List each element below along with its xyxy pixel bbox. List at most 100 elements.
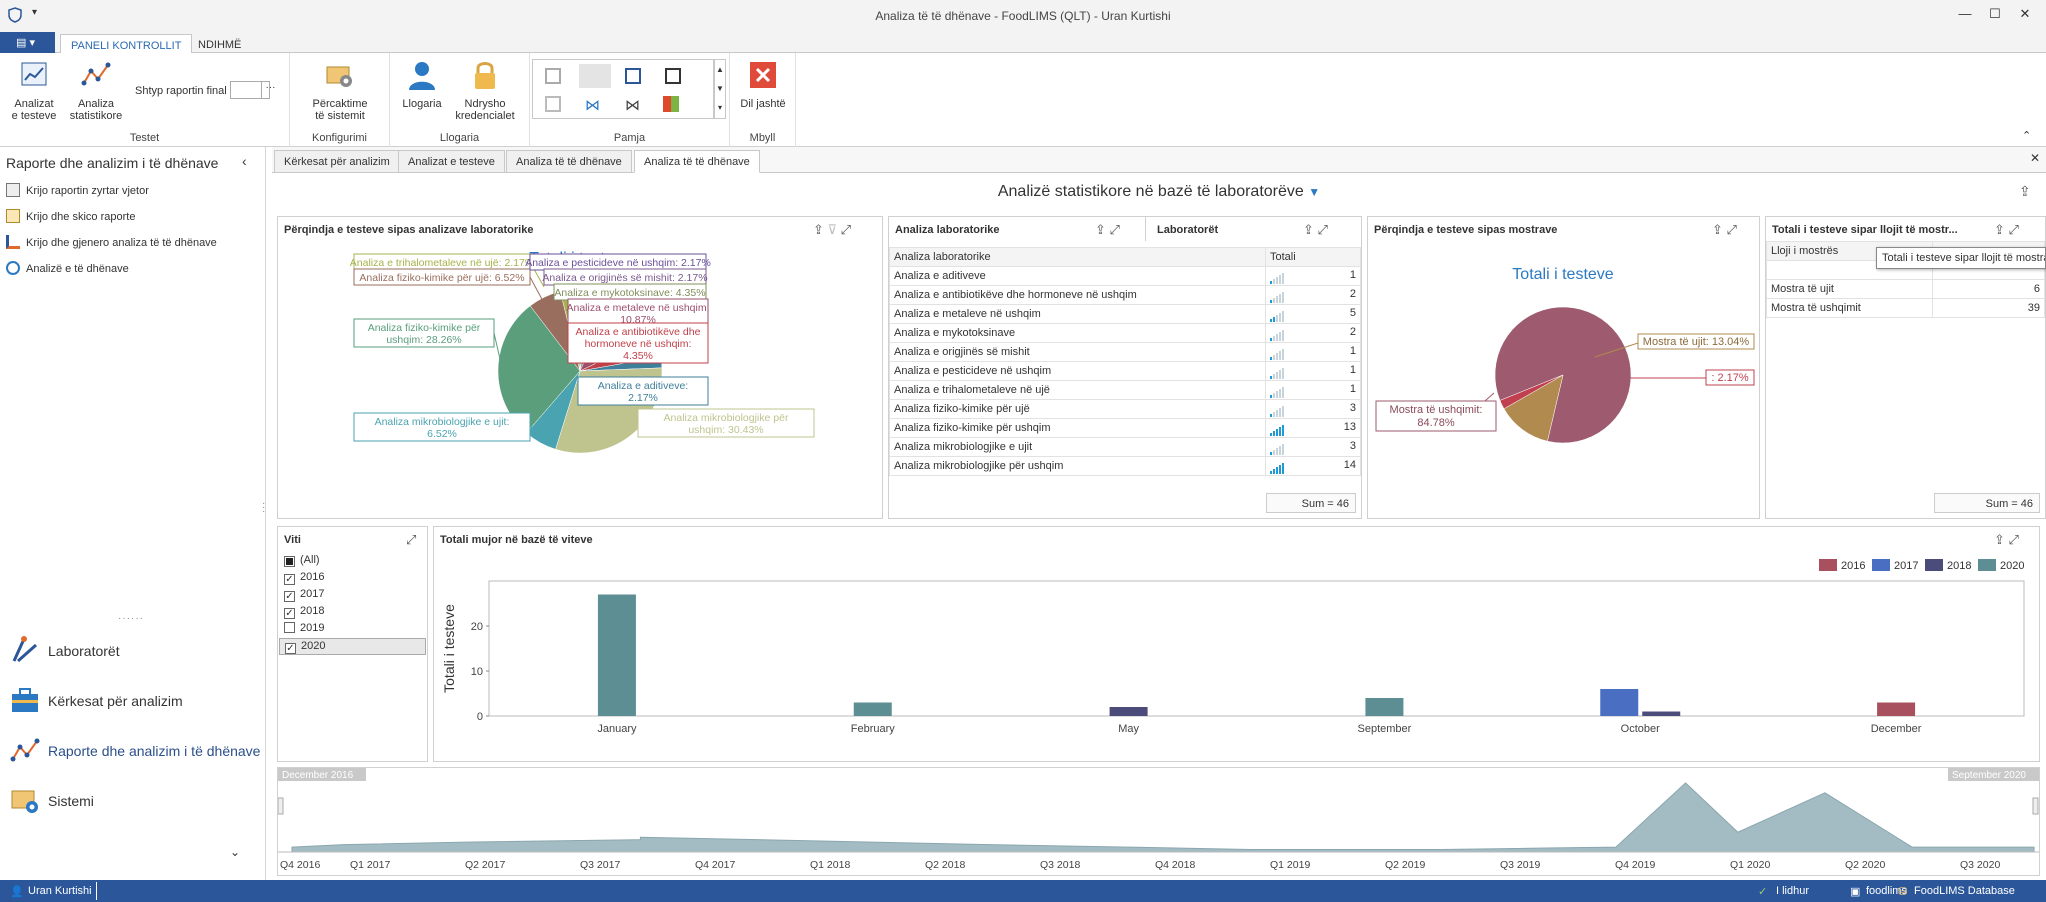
tab-ndihme[interactable]: NDIHMË	[198, 39, 242, 51]
analiza-statistikore-button[interactable]: Analiza statistikore	[68, 59, 124, 122]
bignav-sistemi[interactable]: Sistemi	[10, 783, 94, 819]
dark-theme-icon[interactable]	[665, 68, 681, 84]
pie-slice[interactable]	[1503, 374, 1564, 442]
year-checkbox[interactable]: ✓	[285, 643, 296, 654]
blue-theme-icon[interactable]	[625, 68, 641, 84]
maximize-icon[interactable]: ⤢	[1317, 222, 1328, 237]
print-final-browse-button[interactable]: ···	[261, 82, 279, 98]
doctab-analiza-2[interactable]: Analiza të të dhënave	[634, 150, 760, 173]
year-item-5[interactable]: ✓ 2020	[279, 638, 426, 655]
office-theme-icon[interactable]	[545, 68, 561, 84]
maximize-icon[interactable]: ⤢	[840, 222, 852, 237]
filter-icon[interactable]: ▼	[1308, 185, 1321, 199]
range-right-handle[interactable]	[2032, 797, 2039, 815]
table-row[interactable]: Mostra të ushqimit 39	[1766, 298, 2045, 318]
maximize-icon[interactable]: ⤢	[1109, 222, 1120, 237]
nav-analize-e-te-dhenave[interactable]: Analizë e të dhënave	[6, 259, 129, 279]
maximize-icon[interactable]: ⤢	[406, 532, 417, 547]
table-row[interactable]: Analiza e pesticideve në ushqim 1	[889, 361, 1361, 381]
office2016-theme-icon[interactable]	[545, 96, 561, 112]
maximize-icon[interactable]: ⤢	[1726, 222, 1737, 237]
table-row[interactable]: Analiza e mykotoksinave 2	[889, 323, 1361, 343]
bar-2016-December[interactable]	[1877, 702, 1916, 717]
splitter-handle[interactable]: ······	[118, 613, 144, 624]
bar-2020-February[interactable]	[853, 702, 892, 717]
table-row[interactable]: Analiza fiziko-kimike për ushqim 13	[889, 418, 1361, 438]
table-row[interactable]: Analiza fiziko-kimike për ujë 3	[889, 399, 1361, 419]
file-menu-button[interactable]: ▤ ▾	[0, 32, 55, 53]
year-item-1[interactable]: ✓ 2016	[284, 571, 325, 585]
leftpane-title: Raporte dhe analizim i të dhënave	[6, 155, 219, 171]
maximize-icon[interactable]: ⤢	[2008, 532, 2019, 547]
vs-dark-theme-icon[interactable]: ⋈	[625, 97, 640, 114]
office-gray-theme-icon[interactable]	[579, 64, 611, 88]
year-checkbox[interactable]: ✓	[284, 574, 295, 585]
bar-2018-May[interactable]	[1109, 707, 1148, 716]
year-checkbox[interactable]: ✓	[284, 608, 295, 619]
bignav-kerkesat[interactable]: Kërkesat për analizim	[10, 683, 183, 719]
panel-header-viti: Viti	[284, 534, 301, 546]
pie-label: Analiza e aditiveve:	[598, 380, 688, 392]
table-row[interactable]: Analiza e antibiotikëve dhe hormoneve në…	[889, 285, 1361, 305]
bar-2017-October[interactable]	[1600, 689, 1639, 716]
year-item-2[interactable]: ✓ 2017	[284, 588, 325, 602]
export-icon[interactable]: ⇪	[1095, 222, 1106, 237]
vs-blue-theme-icon[interactable]: ⋈	[585, 97, 600, 114]
maximize-icon[interactable]: ⤢	[2008, 222, 2019, 237]
collapse-pane-icon[interactable]: ‹	[242, 153, 247, 169]
col-analiza[interactable]: Analiza laboratorike	[889, 247, 1266, 267]
table-row[interactable]: Mostra të ujit 6	[1766, 279, 2045, 299]
export-icon[interactable]: ⇪	[813, 222, 824, 237]
bar-2020-January[interactable]	[597, 594, 636, 717]
table-row[interactable]: Analiza e metaleve në ushqim 5	[889, 304, 1361, 324]
pane-resize-handle[interactable]: · · ·	[262, 498, 266, 517]
windows-theme-icon[interactable]	[663, 96, 679, 112]
table-row[interactable]: Analiza e trihalometaleve në ujë 1	[889, 380, 1361, 400]
nav-krijo-skico-raporte[interactable]: Krijo dhe skico raporte	[6, 207, 135, 227]
table-row[interactable]: Analiza mikrobiologjike e ujit 3	[889, 437, 1361, 457]
table-row[interactable]: Analiza e origjinës së mishit 1	[889, 342, 1361, 362]
table-row[interactable]: Analiza mikrobiologjike për ushqim 14	[889, 456, 1361, 476]
year-checkbox[interactable]	[284, 622, 295, 633]
year-item-4[interactable]: 2019	[284, 621, 324, 638]
bar-2018-October[interactable]	[1642, 711, 1681, 717]
bignav-laboratoret[interactable]: Laboratorët	[10, 633, 120, 669]
bar-2020-September[interactable]	[1365, 698, 1404, 716]
collapse-ribbon-icon[interactable]: ⌃	[2022, 130, 2032, 142]
range-left-handle[interactable]	[278, 797, 284, 815]
maximize-button[interactable]: ☐	[1989, 6, 2001, 21]
bignav-raporte[interactable]: Raporte dhe analizim i të dhënave	[10, 733, 260, 769]
analizat-e-testeve-button[interactable]: Analizat e testeve	[8, 59, 60, 122]
doctab-analizat[interactable]: Analizat e testeve	[398, 150, 505, 173]
export-dashboard-icon[interactable]: ⇪	[2019, 183, 2031, 199]
year-item-0[interactable]: (All)	[284, 553, 320, 570]
quick-access-dropdown-icon[interactable]: ▾	[32, 7, 38, 18]
year-item-3[interactable]: ✓ 2018	[284, 605, 325, 619]
col-totali[interactable]: Totali	[1265, 247, 1361, 267]
nav-krijo-raportin-zyrtar[interactable]: Krijo raportin zyrtar vjetor	[6, 181, 149, 201]
minimize-button[interactable]: —	[1958, 6, 1972, 21]
export-icon[interactable]: ⇪	[1303, 222, 1314, 237]
tab-paneli-kontrollit[interactable]: PANELI KONTROLLIT	[60, 34, 193, 54]
export-icon[interactable]: ⇪	[1994, 532, 2005, 547]
year-checkbox[interactable]	[284, 556, 295, 567]
ndrysho-kredencialet-button[interactable]: Ndrysho kredencialet	[452, 59, 518, 122]
export-icon[interactable]: ⇪	[1994, 222, 2005, 237]
pie-label: Analiza e metaleve në ushqim:	[567, 302, 710, 314]
close-window-button[interactable]: ✕	[2019, 6, 2031, 21]
gallery-scroll[interactable]: ▲ ▼ ▾	[714, 59, 726, 119]
table-row[interactable]: Analiza e aditiveve 1	[889, 266, 1361, 286]
year-checkbox[interactable]: ✓	[284, 591, 295, 602]
pie-slice[interactable]	[1499, 374, 1564, 410]
nav-krijo-gjenero-analiza[interactable]: Krijo dhe gjenero analiza të të dhënave	[6, 233, 217, 253]
percaktime-button[interactable]: Përcaktime të sistemit	[310, 59, 370, 122]
print-final-input[interactable]	[230, 81, 270, 99]
doctab-kerkesat[interactable]: Kërkesat për analizim	[274, 150, 400, 173]
expand-nav-icon[interactable]: ⌄	[230, 845, 241, 859]
clear-filter-icon[interactable]: ⊽	[827, 222, 838, 237]
export-icon[interactable]: ⇪	[1712, 222, 1723, 237]
doctab-analiza-1[interactable]: Analiza të të dhënave	[506, 150, 632, 173]
llogaria-button[interactable]: Llogaria	[400, 59, 444, 110]
dil-jashte-button[interactable]: Dil jashtë	[736, 59, 790, 110]
close-doc-tab-icon[interactable]: ✕	[2030, 151, 2041, 165]
